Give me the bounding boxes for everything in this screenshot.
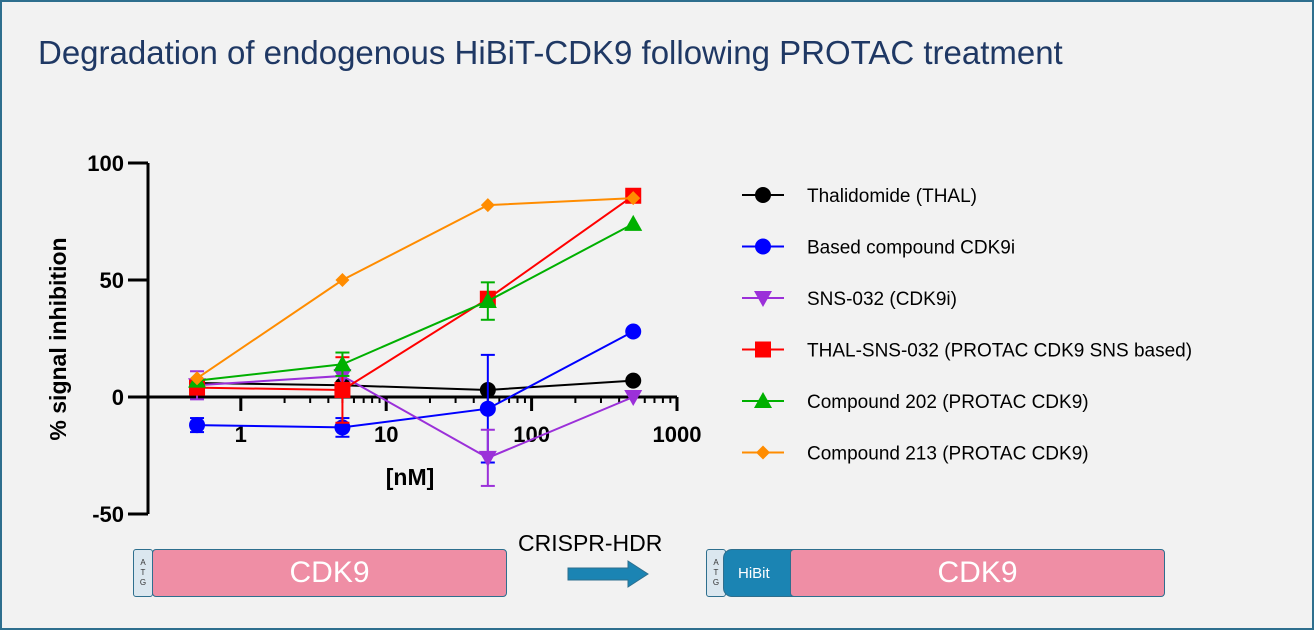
- data-point-compound-213-protac-cdk9: [190, 371, 205, 386]
- atg-box-after: A T G: [706, 549, 726, 597]
- data-point-compound-213-protac-cdk9: [480, 198, 495, 213]
- x-axis-label: [nM]: [386, 464, 435, 490]
- data-point-compound-213-protac-cdk9: [626, 191, 641, 206]
- data-point-compound-202-protac-cdk9: [478, 292, 497, 309]
- legend-entry: Based compound CDK9i: [807, 238, 1015, 259]
- legend-entry: Thalidomide (THAL): [807, 186, 977, 207]
- data-point-sns-032-cdk9i: [624, 390, 643, 406]
- series-line-sns-032-cdk9i: [196, 374, 634, 459]
- x-tick-label: 1000: [653, 422, 702, 447]
- legend-entry: SNS-032 (CDK9i): [807, 289, 957, 310]
- series-line-compound-213-protac-cdk9: [196, 197, 634, 380]
- legend-marker-based-compound-cdk9i: [755, 238, 771, 255]
- hibit-tag-label: HiBit: [738, 564, 770, 582]
- data-point-compound-202-protac-cdk9: [333, 355, 352, 372]
- data-point-thal-sns-032-protac-cdk9-sns-based: [334, 381, 351, 398]
- legend-marker-sns-032-cdk9i: [754, 291, 772, 307]
- legend-marker-compound-202-protac-cdk9: [754, 392, 772, 408]
- atg-letter-t: T: [713, 568, 719, 577]
- data-point-based-compound-cdk9i: [479, 400, 496, 417]
- series-line-thalidomide-thal: [197, 379, 634, 391]
- cdk9-gene-before: CDK9: [152, 549, 507, 597]
- atg-letter-a: A: [713, 558, 719, 567]
- y-tick-label: -50: [92, 502, 124, 527]
- data-point-compound-213-protac-cdk9: [335, 273, 350, 287]
- atg-letter-t: T: [140, 568, 146, 577]
- crispr-hdr-label: CRISPR-HDR: [518, 530, 663, 556]
- y-tick-label: 100: [87, 151, 124, 176]
- atg-letter-g: G: [139, 578, 147, 587]
- legend-marker-thalidomide-thal: [755, 187, 771, 203]
- cdk9-gene-after: CDK9: [790, 549, 1165, 597]
- series-line-thal-sns-032-protac-cdk9-sns-based: [197, 194, 634, 391]
- legend-entry: THAL-SNS-032 (PROTAC CDK9 SNS based): [807, 341, 1192, 362]
- legend-marker-compound-213-protac-cdk9: [756, 445, 770, 460]
- atg-letter-a: A: [140, 558, 146, 567]
- data-point-based-compound-cdk9i: [625, 323, 642, 340]
- legend-marker-thal-sns-032-protac-cdk9-sns-based: [755, 341, 771, 358]
- atg-box-before: A T G: [133, 549, 153, 597]
- data-point-sns-032-cdk9i: [478, 450, 497, 467]
- x-tick-label: 1: [235, 422, 247, 447]
- data-point-based-compound-cdk9i: [189, 417, 206, 434]
- data-point-thalidomide-thal: [625, 372, 642, 389]
- legend-entry: Compound 213 (PROTAC CDK9): [807, 444, 1089, 465]
- cdk9-gene-before-label: CDK9: [289, 556, 370, 589]
- right-arrow-icon: [567, 560, 649, 588]
- data-point-compound-202-protac-cdk9: [624, 214, 643, 231]
- x-tick-label: 10: [374, 422, 398, 447]
- page-title: Degradation of endogenous HiBiT-CDK9 fol…: [38, 34, 1063, 71]
- y-tick-label: 0: [112, 385, 124, 410]
- y-axis-label: % signal inhibition: [45, 237, 71, 440]
- series-line-based-compound-cdk9i: [197, 330, 634, 429]
- cdk9-gene-after-label: CDK9: [937, 556, 1018, 589]
- legend-entry: Compound 202 (PROTAC CDK9): [807, 392, 1089, 413]
- atg-letter-g: G: [712, 578, 720, 587]
- y-tick-label: 50: [100, 268, 124, 293]
- series-line-compound-202-protac-cdk9: [196, 222, 634, 382]
